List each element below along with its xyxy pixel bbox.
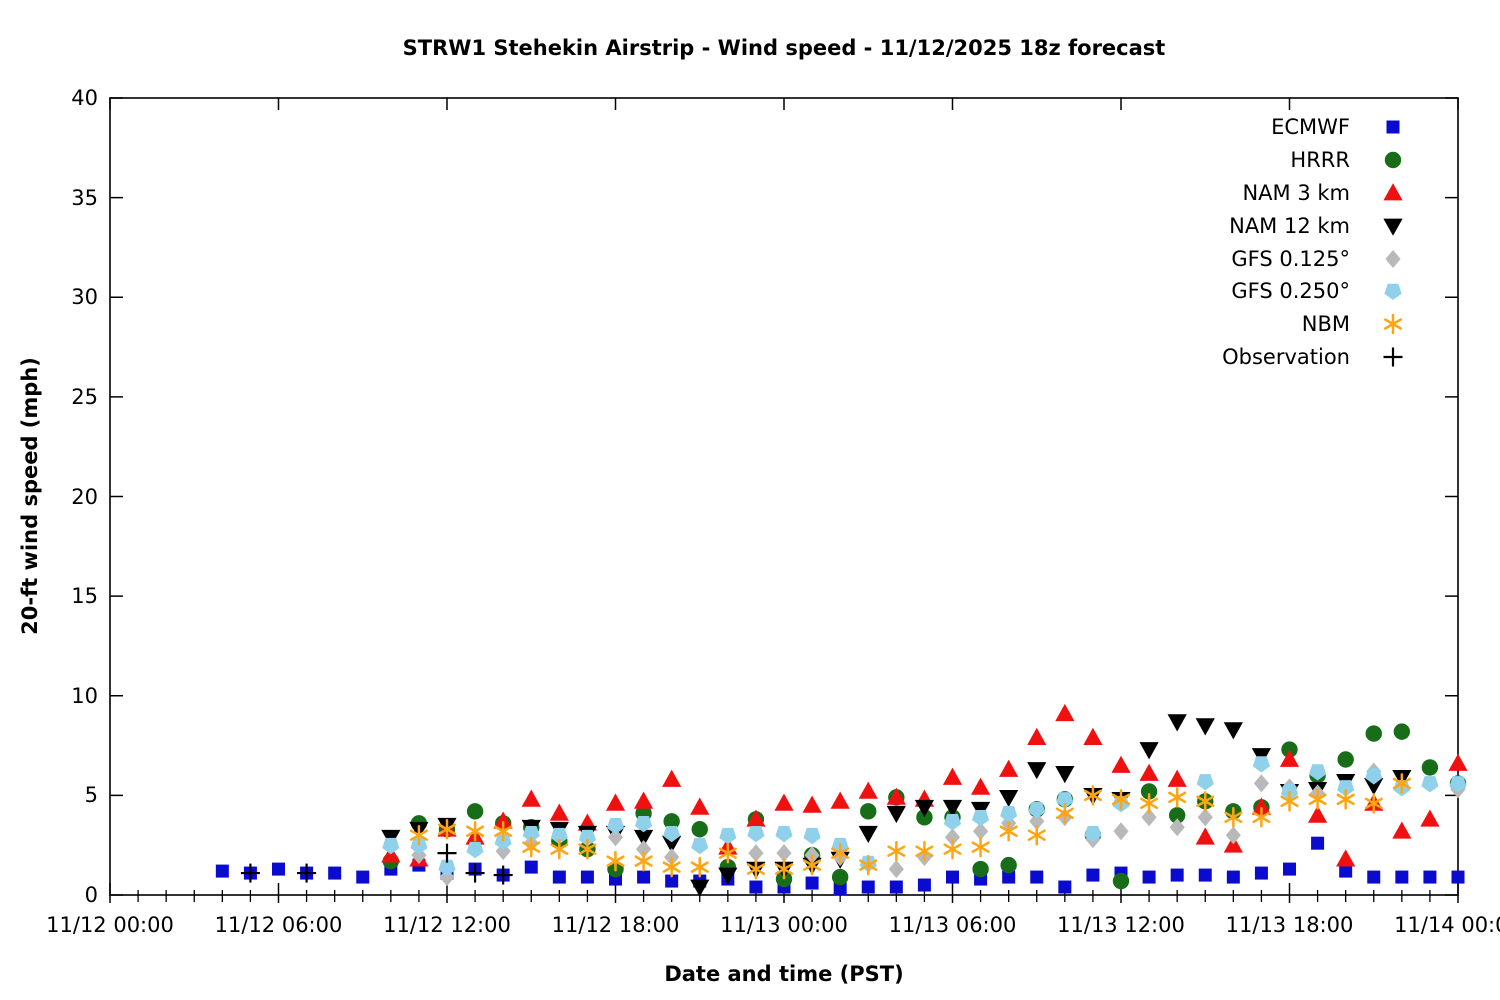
- ecmwf-square-icon: [1376, 110, 1410, 144]
- legend-row-nbm: NBM: [1222, 308, 1436, 341]
- legend-label: Observation: [1222, 345, 1350, 369]
- x-tick-label: 11/13 06:00: [889, 913, 1017, 937]
- y-tick-label: 25: [30, 385, 98, 409]
- chart-title: STRW1 Stehekin Airstrip - Wind speed - 1…: [403, 36, 1166, 60]
- x-tick-label: 11/13 00:00: [720, 913, 848, 937]
- legend-row-nam-3km: NAM 3 km: [1222, 177, 1436, 210]
- legend-row-gfs-0250: GFS 0.250°: [1222, 275, 1436, 308]
- legend-label: HRRR: [1290, 148, 1350, 172]
- x-tick-label: 11/13 18:00: [1226, 913, 1354, 937]
- nbm-asterisk-icon: [1376, 307, 1410, 341]
- gfs0125-diamond-icon: [1376, 242, 1410, 276]
- legend: ECMWF HRRR NAM 3 km NAM 12 km GFS 0.125°…: [1222, 111, 1436, 373]
- y-tick-label: 20: [30, 485, 98, 509]
- legend-label: GFS 0.250°: [1231, 279, 1350, 303]
- data-points: [216, 704, 1468, 897]
- y-tick-label: 35: [30, 186, 98, 210]
- legend-label: NAM 12 km: [1229, 214, 1350, 238]
- y-tick-label: 40: [30, 86, 98, 110]
- legend-row-gfs-0125: GFS 0.125°: [1222, 242, 1436, 275]
- y-tick-label: 0: [30, 883, 98, 907]
- x-axis-label: Date and time (PST): [664, 962, 903, 986]
- legend-row-observation: Observation: [1222, 341, 1436, 374]
- x-tick-label: 11/12 12:00: [383, 913, 511, 937]
- x-tick-label: 11/12 06:00: [215, 913, 343, 937]
- y-tick-label: 10: [30, 684, 98, 708]
- x-tick-label: 11/13 12:00: [1057, 913, 1185, 937]
- x-tick-label: 11/12 00:00: [46, 913, 174, 937]
- y-tick-label: 30: [30, 285, 98, 309]
- legend-row-nam-12km: NAM 12 km: [1222, 209, 1436, 242]
- nam12km-triangle-down-icon: [1376, 209, 1410, 243]
- y-tick-label: 5: [30, 783, 98, 807]
- series-gfs-0-125-: [411, 762, 1465, 886]
- legend-label: ECMWF: [1271, 115, 1350, 139]
- nam3km-triangle-up-icon: [1376, 176, 1410, 210]
- x-tick-label: 11/14 00:00: [1394, 913, 1500, 937]
- hrrr-circle-icon: [1376, 143, 1410, 177]
- legend-row-hrrr: HRRR: [1222, 144, 1436, 177]
- gfs0250-pentagon-icon: [1376, 274, 1410, 308]
- y-tick-label: 15: [30, 584, 98, 608]
- legend-label: NAM 3 km: [1242, 181, 1350, 205]
- legend-label: NBM: [1302, 312, 1350, 336]
- legend-row-ecmwf: ECMWF: [1222, 111, 1436, 144]
- observation-plus-icon: [1376, 340, 1410, 374]
- legend-label: GFS 0.125°: [1231, 247, 1350, 271]
- wind-speed-forecast-chart: STRW1 Stehekin Airstrip - Wind speed - 1…: [0, 0, 1500, 1000]
- x-tick-label: 11/12 18:00: [552, 913, 680, 937]
